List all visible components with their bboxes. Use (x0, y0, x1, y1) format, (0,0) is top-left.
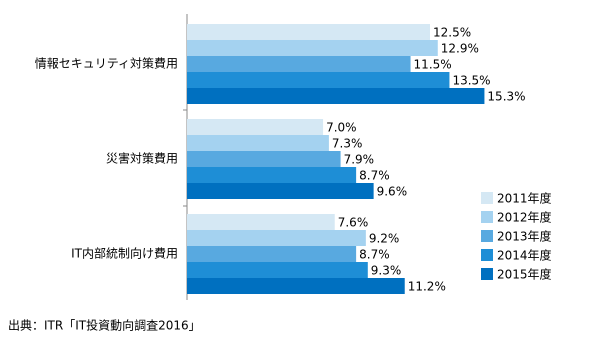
category-label: 災害対策費用 (106, 151, 178, 166)
legend-label: 2011年度 (497, 191, 552, 206)
value-label: 9.6% (377, 185, 408, 199)
bar (187, 24, 430, 40)
bar (187, 230, 366, 246)
source-note: 出典：ITR「IT投資動向調査2016」 (8, 318, 201, 333)
bar (187, 214, 335, 230)
legend-label: 2013年度 (497, 229, 552, 244)
bar (187, 72, 450, 88)
value-label: 15.3% (487, 90, 525, 104)
value-label: 7.3% (332, 137, 363, 151)
category-label: 情報セキュリティ対策費用 (35, 56, 178, 71)
value-label: 7.0% (326, 121, 357, 135)
value-label: 8.7% (359, 248, 390, 262)
bar (187, 135, 329, 151)
legend-swatch (481, 249, 493, 261)
bar (187, 56, 411, 72)
legend-label: 2015年度 (497, 267, 552, 282)
bar (187, 88, 485, 104)
legend-swatch (481, 230, 493, 242)
value-label: 7.9% (344, 153, 375, 167)
bar (187, 262, 368, 278)
legend-swatch (481, 211, 493, 223)
legend-swatch (481, 268, 493, 280)
bar (187, 278, 405, 294)
bar (187, 151, 341, 167)
category-label: IT内部統制向け費用 (71, 246, 178, 261)
bar (187, 167, 357, 183)
value-label: 9.2% (369, 232, 400, 246)
legend-label: 2014年度 (497, 248, 552, 263)
value-label: 13.5% (452, 74, 490, 88)
legend-label: 2012年度 (497, 210, 552, 225)
bar (187, 40, 438, 56)
bar (187, 119, 324, 135)
legend-swatch (481, 192, 493, 204)
value-label: 8.7% (359, 169, 390, 183)
bar (187, 183, 374, 199)
bar (187, 246, 357, 262)
value-label: 12.5% (433, 26, 471, 40)
value-label: 7.6% (338, 216, 369, 230)
value-label: 12.9% (441, 42, 479, 56)
value-label: 9.3% (371, 264, 402, 278)
value-label: 11.5% (414, 58, 452, 72)
value-label: 11.2% (408, 280, 446, 294)
